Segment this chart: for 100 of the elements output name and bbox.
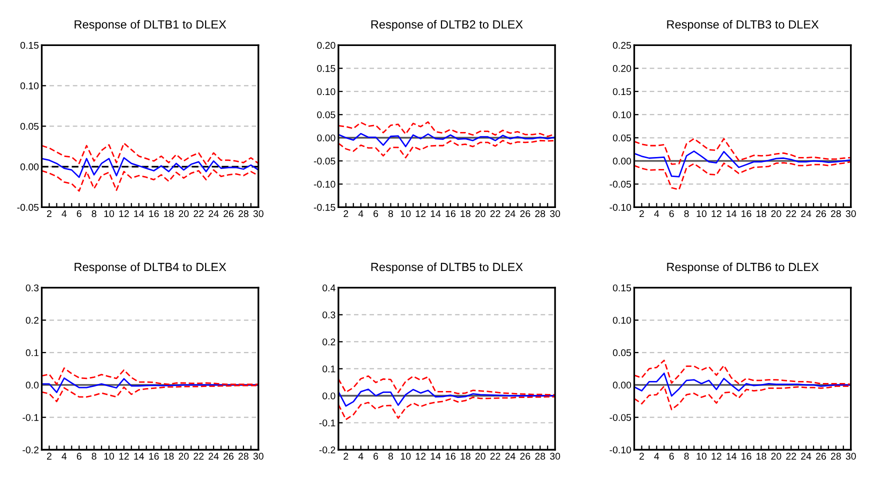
x-tick-label: 2	[344, 452, 348, 460]
y-tick-label: -0.2	[22, 446, 38, 454]
x-tick-label: 12	[416, 452, 426, 460]
y-tick-label: 0.15	[612, 284, 632, 292]
x-tick-label: 24	[208, 452, 219, 460]
x-tick-label: 16	[742, 452, 752, 460]
x-tick-label: 28	[535, 452, 546, 460]
x-tick-label: 2	[344, 210, 348, 218]
x-tick-label: 22	[194, 210, 204, 218]
y-tick-label: 0.1	[26, 349, 39, 356]
y-tick-label: -0.1	[22, 414, 39, 421]
x-tick-label: 26	[816, 452, 826, 460]
y-tick-label: -0.15	[314, 204, 336, 211]
x-tick-label: 18	[756, 452, 766, 460]
x-tick-label: 6	[76, 452, 82, 460]
x-tick-label: 18	[460, 452, 470, 460]
x-tick-label: 6	[669, 210, 674, 218]
y-tick-label: 0.10	[317, 88, 336, 96]
y-tick-label: -0.05	[610, 414, 632, 421]
x-tick-label: 2	[639, 210, 644, 218]
x-tick-label: 4	[62, 210, 67, 218]
y-tick-label: 0.4	[322, 284, 336, 292]
y-tick-label: 0.1	[322, 365, 336, 372]
x-tick-label: 26	[520, 210, 530, 218]
x-tick-label: 16	[742, 210, 752, 218]
x-tick-label: 28	[238, 210, 248, 218]
x-tick-label: 2	[47, 210, 52, 218]
x-tick-label: 14	[430, 452, 441, 460]
y-tick-label: 0.0	[322, 392, 336, 400]
x-tick-label: 6	[669, 452, 674, 460]
x-tick-label: 20	[475, 452, 486, 460]
x-tick-label: 16	[149, 210, 159, 218]
x-tick-label: 16	[446, 452, 456, 460]
chart-title: Response of DLTB2 to DLEX	[371, 20, 523, 31]
x-tick-label: 26	[816, 210, 826, 218]
x-tick-label: 18	[164, 210, 174, 218]
x-tick-label: 20	[771, 210, 782, 218]
x-tick-label: 20	[771, 452, 782, 460]
x-tick-label: 10	[400, 452, 411, 460]
x-tick-label: 22	[490, 452, 500, 460]
y-tick-label: 0.00	[317, 134, 336, 142]
x-tick-label: 22	[786, 210, 796, 218]
y-tick-label: 0.25	[612, 42, 632, 49]
y-tick-label: 0.05	[20, 122, 39, 130]
x-tick-label: 14	[726, 210, 736, 218]
x-tick-label: 10	[696, 210, 706, 218]
x-tick-label: 28	[831, 210, 841, 218]
y-tick-label: -0.10	[610, 446, 632, 454]
x-tick-label: 18	[756, 210, 766, 218]
y-tick-label: 0.10	[612, 111, 632, 118]
x-tick-label: 18	[164, 452, 174, 460]
x-tick-label: 28	[238, 452, 248, 460]
x-tick-label: 8	[92, 210, 96, 218]
x-tick-label: 30	[846, 452, 856, 460]
y-tick-label: -0.05	[610, 180, 632, 188]
x-tick-label: 16	[149, 452, 159, 460]
x-tick-label: 12	[119, 452, 129, 460]
x-tick-label: 2	[47, 452, 52, 460]
x-tick-label: 8	[388, 210, 393, 218]
y-tick-label: -0.1	[319, 419, 336, 426]
chart-title: Response of DLTB1 to DLEX	[74, 20, 226, 31]
chart-title: Response of DLTB5 to DLEX	[371, 262, 523, 274]
x-tick-label: 28	[535, 210, 546, 218]
y-tick-label: 0.05	[612, 349, 632, 356]
x-tick-label: 30	[253, 452, 264, 460]
y-tick-label: 0.3	[322, 311, 336, 318]
y-tick-label: 0.00	[20, 163, 39, 170]
x-tick-label: 24	[801, 452, 812, 460]
y-tick-label: -0.05	[17, 204, 39, 211]
x-tick-label: 10	[104, 452, 114, 460]
x-tick-label: 4	[654, 452, 660, 460]
x-tick-label: 6	[374, 452, 378, 460]
y-tick-label: 0.15	[20, 42, 39, 49]
x-tick-label: 10	[400, 210, 411, 218]
x-tick-label: 12	[119, 210, 129, 218]
x-tick-label: 14	[430, 210, 441, 218]
x-tick-label: 26	[520, 452, 530, 460]
y-tick-label: 0.2	[26, 316, 38, 324]
x-tick-label: 10	[104, 210, 114, 218]
x-tick-label: 4	[358, 452, 364, 460]
x-tick-label: 8	[684, 452, 689, 460]
x-tick-label: 14	[726, 452, 736, 460]
x-tick-label: 22	[786, 452, 796, 460]
x-tick-label: 24	[505, 452, 516, 460]
x-tick-label: 4	[62, 452, 67, 460]
y-tick-label: 0.05	[612, 134, 632, 142]
y-tick-label: 0.10	[20, 82, 39, 90]
x-tick-label: 8	[92, 452, 96, 460]
x-tick-label: 30	[550, 452, 560, 460]
x-tick-label: 24	[801, 210, 812, 218]
x-tick-label: 14	[134, 452, 144, 460]
x-tick-label: 20	[178, 452, 189, 460]
y-tick-label: -0.2	[319, 446, 336, 454]
x-tick-label: 12	[416, 210, 426, 218]
y-tick-label: 0.20	[317, 42, 336, 49]
x-tick-label: 24	[505, 210, 516, 218]
y-tick-label: 0.00	[612, 382, 632, 389]
x-tick-label: 12	[712, 452, 722, 460]
x-tick-label: 22	[490, 210, 500, 218]
x-tick-label: 20	[178, 210, 189, 218]
